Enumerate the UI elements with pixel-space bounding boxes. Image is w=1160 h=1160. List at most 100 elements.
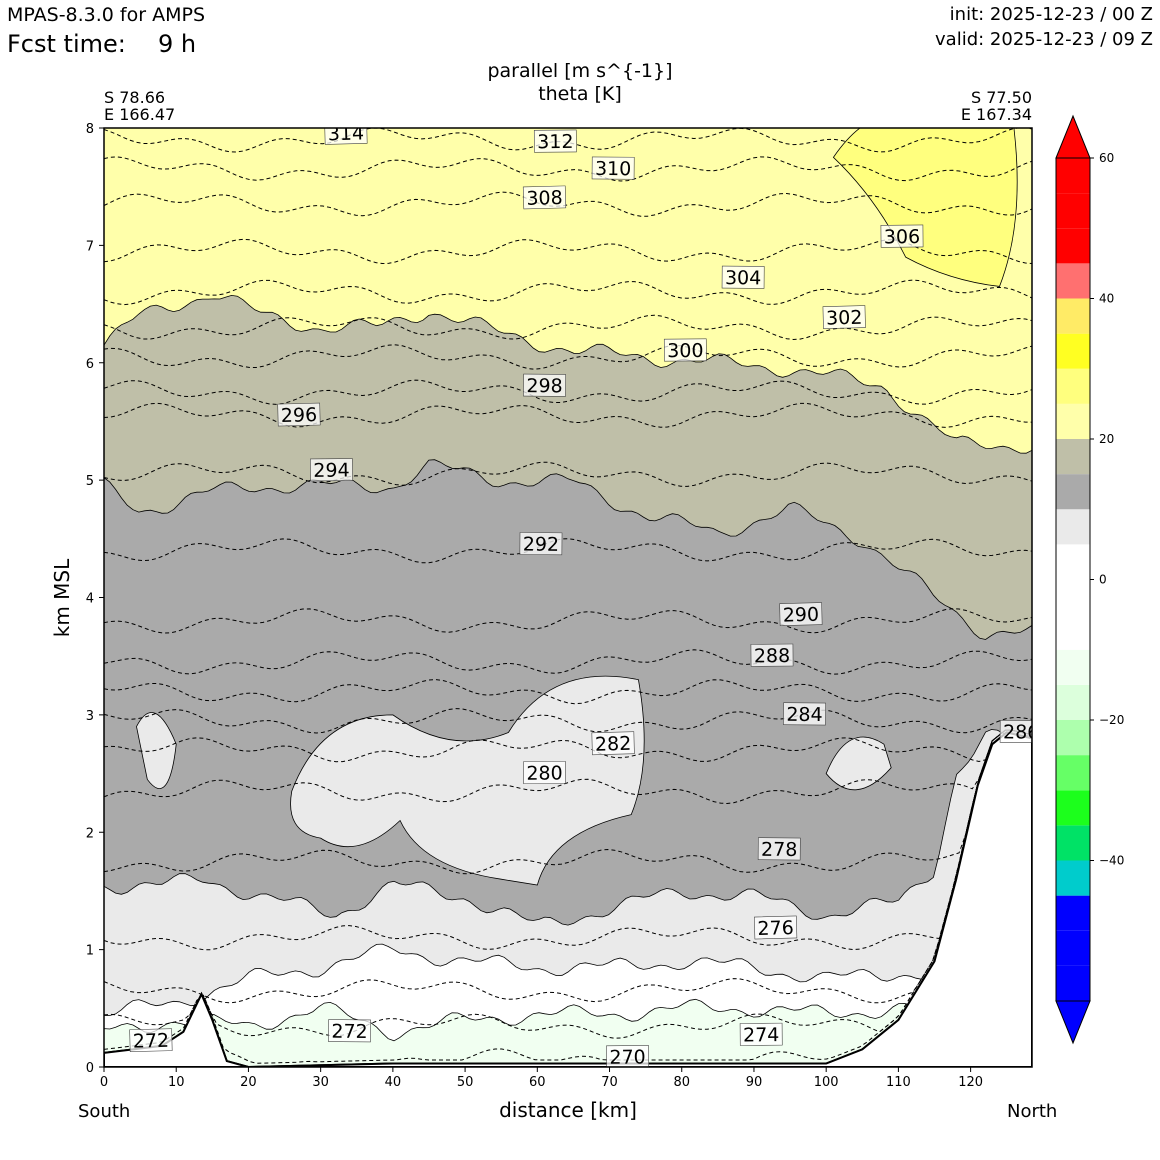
forecast-time-label: Fcst time:	[7, 30, 126, 58]
theta-label-text: 292	[523, 534, 559, 556]
theta-label-text: 300	[667, 340, 703, 362]
theta-label-box	[519, 532, 563, 556]
theta-isentrope-270	[104, 729, 1032, 1064]
theta-label-text: 298	[526, 375, 562, 397]
theta-isentrope-276	[104, 729, 1032, 951]
y-tick-label: 5	[86, 474, 94, 489]
theta-isentrope-314	[104, 102, 1032, 126]
theta-isentrope-306	[104, 238, 1032, 265]
colorbar-swatch	[1056, 509, 1090, 545]
chart-subtitle: theta [K]	[538, 83, 622, 105]
valid-time: valid: 2025-12-23 / 09 Z	[935, 29, 1153, 50]
colorbar-swatch	[1056, 930, 1090, 966]
y-tick-label: 0	[86, 1061, 94, 1076]
theta-isentrope-298	[104, 379, 1032, 405]
theta-label-text: 314	[328, 122, 365, 145]
theta-isentrope-290	[104, 608, 1032, 634]
x-tick-label: 30	[312, 1075, 329, 1090]
theta-label-text: 276	[757, 917, 794, 940]
theta-label-box	[523, 761, 566, 785]
theta-label-text: 310	[595, 158, 631, 180]
theta-label-box	[606, 1045, 649, 1067]
theta-isentrope-288	[104, 649, 1032, 675]
theta-label-310: 310	[591, 156, 635, 180]
colorbar-swatch	[1056, 368, 1090, 404]
theta-label-270: 270	[606, 1045, 649, 1068]
x-tick-label: 120	[958, 1075, 983, 1090]
theta-isentrope-292	[104, 538, 1032, 564]
theta-label-box	[523, 373, 566, 397]
theta-label-text: 290	[782, 604, 819, 627]
theta-label-box	[129, 1028, 173, 1053]
theta-isentrope-286	[104, 679, 1032, 705]
theta-label-text: 270	[609, 1046, 645, 1068]
theta-label-278: 278	[757, 837, 801, 861]
colorbar-min-arrow	[1055, 1000, 1091, 1045]
colorbar-swatch	[1056, 825, 1090, 861]
theta-label-text: 272	[133, 1030, 170, 1053]
chart-title: parallel [m s^{-1}]	[487, 60, 673, 82]
theta-label-box	[591, 731, 635, 756]
theta-label-314: 314	[324, 122, 368, 145]
theta-label-text: 296	[281, 404, 318, 427]
colorbar-tick-label: 20	[1099, 432, 1114, 446]
x-axis-label: distance [km]	[499, 1098, 637, 1122]
y-tick-label: 4	[86, 592, 94, 607]
theta-label-296: 296	[277, 402, 321, 427]
theta-label-text: 302	[826, 307, 863, 330]
theta-label-292: 292	[519, 532, 563, 556]
theta-label-294: 294	[310, 458, 353, 482]
wind-core-yellow	[832, 128, 1018, 287]
theta-label-box	[779, 602, 823, 626]
direction-south: South	[78, 1101, 131, 1122]
colorbar-swatch	[1056, 649, 1090, 685]
theta-label-box	[522, 185, 567, 210]
theta-label-274: 274	[739, 1022, 783, 1046]
theta-label-box	[533, 129, 577, 153]
x-tick-label: 80	[673, 1075, 690, 1090]
theta-label-284: 284	[783, 702, 826, 726]
colorbar-swatch	[1056, 228, 1090, 264]
colorbar-swatch	[1056, 439, 1090, 475]
x-tick-label: 90	[746, 1075, 763, 1090]
y-tick-label: 6	[86, 357, 94, 372]
left-end-longitude: E 166.47	[104, 105, 176, 124]
colorbar-swatch	[1056, 263, 1090, 299]
theta-label-304: 304	[721, 265, 765, 289]
theta-label-text: 312	[537, 131, 573, 153]
theta-label-312: 312	[533, 129, 577, 153]
theta-isentrope-280	[104, 729, 1032, 805]
colorbar-swatch	[1056, 755, 1090, 791]
theta-label-box	[591, 156, 635, 180]
colorbar-swatch	[1056, 403, 1090, 439]
plot-area: 314 312 310 308 306 304 302 300 298 296 294 292 290 2…	[104, 102, 1039, 1068]
theta-label-box	[663, 338, 707, 362]
theta-isentrope-272	[104, 729, 1032, 1039]
colorbar-swatch	[1056, 544, 1090, 580]
theta-label-286: 286	[999, 719, 1039, 744]
theta-isentrope-302	[104, 314, 1032, 341]
theta-label-text: 282	[595, 733, 632, 756]
theta-label-box	[328, 1019, 371, 1043]
colorbar-swatch	[1056, 614, 1090, 650]
x-tick-label: 10	[168, 1075, 185, 1090]
colorbar-swatch	[1056, 860, 1090, 896]
theta-isentrope-312	[104, 128, 1032, 153]
y-tick-label: 8	[86, 122, 94, 137]
theta-label-272: 272	[129, 1028, 173, 1053]
theta-label-298: 298	[523, 373, 566, 397]
colorbar-swatch	[1056, 720, 1090, 756]
wind-blob-center	[290, 675, 645, 886]
colorbar-tick-label: 0	[1099, 573, 1107, 587]
theta-label-text: 306	[884, 226, 920, 248]
theta-isentrope-278	[104, 729, 1032, 875]
colorbar-swatch	[1056, 579, 1090, 615]
theta-label-box	[822, 305, 866, 330]
x-tick-label: 110	[886, 1075, 911, 1090]
theta-label-282: 282	[591, 731, 635, 756]
direction-north: North	[1007, 1101, 1058, 1122]
theta-label-text: 286	[1003, 721, 1039, 743]
theta-isentrope-294	[104, 461, 1032, 487]
colorbar-swatch	[1056, 684, 1090, 720]
x-tick-label: 100	[814, 1075, 839, 1090]
